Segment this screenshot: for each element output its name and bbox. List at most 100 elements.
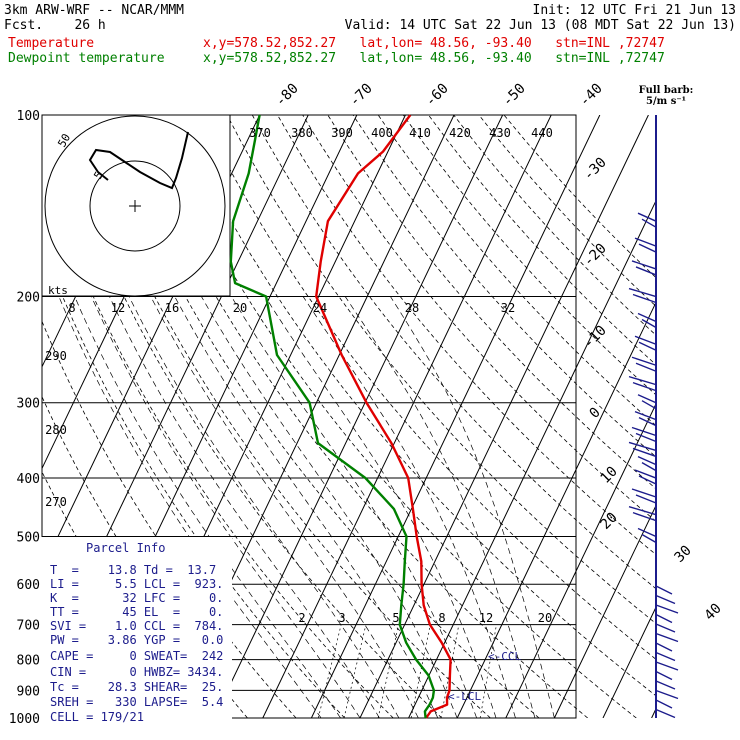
wind-scale-label: 12 bbox=[111, 301, 125, 315]
parcel-row: TT = 45 EL = 0. bbox=[50, 605, 223, 619]
moist-adiabat bbox=[201, 296, 458, 718]
isotherm-label: -30 bbox=[581, 155, 610, 184]
pressure-label: 800 bbox=[17, 654, 40, 669]
theta-label: 370 bbox=[249, 126, 271, 140]
parcel-row: PW = 3.86 YGP = 0.0 bbox=[50, 633, 223, 647]
ccl-marker: <-CCL bbox=[488, 650, 521, 663]
dewpoint-line bbox=[229, 114, 436, 719]
isotherm-label: 10 bbox=[598, 464, 621, 487]
wind-barb bbox=[632, 293, 657, 304]
parcel-row: Tc = 28.3 SHEAR= 25. bbox=[50, 680, 223, 694]
dry-adiabat bbox=[50, 115, 443, 718]
wind-barb-low bbox=[655, 651, 676, 662]
theta-label: 400 bbox=[371, 126, 393, 140]
parcel-row: K = 32 LFC = 0. bbox=[50, 591, 223, 605]
parcel-row: LI = 5.5 LCL = 923. bbox=[50, 577, 223, 591]
theta-label: 270 bbox=[45, 495, 67, 509]
isotherm-label: -60 bbox=[423, 81, 452, 110]
wind-barb-low bbox=[655, 604, 679, 614]
wind-barb bbox=[637, 212, 657, 222]
theta-label: 380 bbox=[291, 126, 313, 140]
mixing-ratio-line bbox=[479, 624, 497, 718]
wind-barb bbox=[635, 494, 657, 504]
temperature-location: x,y=578.52,852.27 lat,lon= 48.56, -93.40… bbox=[203, 36, 665, 51]
wind-barb bbox=[637, 394, 657, 404]
mixing-ratio-label: 5 bbox=[392, 611, 399, 625]
wind-barb-low bbox=[655, 708, 676, 719]
isotherm-label: -10 bbox=[581, 323, 610, 352]
theta-label: 410 bbox=[409, 126, 431, 140]
wind-barb-low bbox=[655, 689, 679, 700]
moist-adiabat bbox=[231, 296, 477, 718]
wind-scale-label: 8 bbox=[68, 301, 75, 315]
wind-barb-low bbox=[655, 623, 676, 633]
model-title: 3km ARW-WRF -- NCAR/MMM bbox=[4, 3, 184, 18]
dry-adiabat bbox=[327, 115, 656, 490]
dry-adiabat bbox=[302, 115, 656, 522]
hodograph-trace bbox=[88, 131, 189, 190]
wind-barb bbox=[632, 447, 657, 458]
wind-scale-label: 20 bbox=[233, 301, 247, 315]
dry-adiabat bbox=[75, 115, 491, 718]
wind-barb bbox=[632, 381, 657, 392]
parcel-row: CELL = 179/21 bbox=[50, 710, 144, 724]
moist-adiabat bbox=[302, 296, 516, 718]
dry-adiabat bbox=[42, 165, 394, 718]
isotherm-label: 40 bbox=[702, 601, 725, 624]
wind-barb-low bbox=[655, 670, 673, 681]
dry-adiabat bbox=[126, 115, 588, 718]
theta-label: 290 bbox=[45, 349, 67, 363]
dry-adiabat bbox=[428, 115, 656, 366]
moist-adiabat bbox=[264, 296, 497, 718]
wind-barb bbox=[641, 533, 657, 544]
valid-time: Valid: 14 UTC Sat 22 Jun 13 (08 MDT Sat … bbox=[345, 18, 736, 33]
isotherm-label: -70 bbox=[347, 81, 376, 110]
wind-barb bbox=[632, 511, 657, 522]
isotherm bbox=[602, 606, 656, 718]
wind-barb bbox=[628, 441, 657, 452]
pressure-label: 200 bbox=[17, 291, 40, 306]
hodograph-ring bbox=[44, 115, 226, 297]
wind-barb bbox=[631, 488, 657, 498]
barb-legend-title: Full barb: bbox=[639, 85, 694, 96]
wind-barb bbox=[637, 312, 657, 323]
wind-barb bbox=[635, 362, 657, 372]
wind-barb bbox=[641, 218, 657, 228]
wind-scale-label: 32 bbox=[501, 301, 515, 315]
wind-barb bbox=[641, 318, 657, 329]
dry-adiabat bbox=[251, 115, 656, 590]
wind-barb bbox=[628, 505, 657, 516]
moist-adiabat bbox=[390, 296, 555, 718]
isotherm-label: -80 bbox=[273, 81, 302, 110]
wind-barb-low bbox=[655, 699, 673, 709]
wind-scale-label: 28 bbox=[405, 301, 419, 315]
pressure-label: 600 bbox=[17, 578, 40, 593]
dry-adiabat bbox=[100, 115, 540, 718]
temperature-legend: Temperature bbox=[8, 36, 94, 51]
pressure-label: 900 bbox=[17, 684, 40, 699]
isotherm bbox=[213, 115, 504, 718]
wind-barb bbox=[634, 469, 657, 479]
mixing-ratio-line bbox=[440, 624, 460, 718]
isotherm bbox=[310, 115, 601, 718]
temperature-line bbox=[315, 114, 452, 719]
mixing-ratio-label: 3 bbox=[338, 611, 345, 625]
wind-barb bbox=[637, 455, 657, 466]
moist-adiabat bbox=[150, 296, 419, 718]
mixing-ratio-label: 12 bbox=[479, 611, 493, 625]
wind-barb bbox=[638, 243, 657, 253]
wind-barb bbox=[631, 260, 657, 270]
wind-barb bbox=[631, 426, 657, 437]
mixing-ratio-label: 8 bbox=[438, 611, 445, 625]
dry-adiabat bbox=[478, 115, 656, 307]
wind-barb-low bbox=[655, 632, 679, 643]
mixing-ratio-line bbox=[410, 624, 431, 718]
mixing-ratio-line bbox=[317, 624, 342, 718]
init-time: Init: 12 UTC Fri 21 Jun 13 bbox=[533, 3, 737, 18]
parcel-row: T = 13.8 Td = 13.7 bbox=[50, 563, 216, 577]
sounding-profiles bbox=[229, 114, 452, 719]
parcel-info-background bbox=[40, 537, 232, 727]
wind-barb bbox=[641, 462, 657, 472]
theta-label: 420 bbox=[449, 126, 471, 140]
